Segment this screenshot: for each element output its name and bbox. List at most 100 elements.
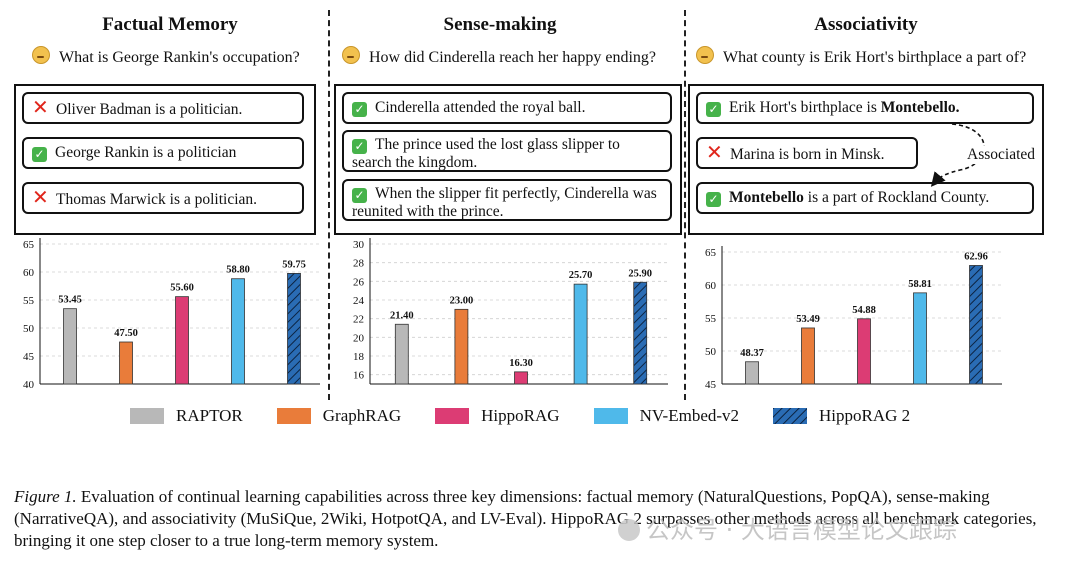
association-arrow [930,123,985,187]
question-text: What county is Erik Hort's birthplace a … [723,49,1027,66]
bar-nv-embed-v2 [231,278,245,385]
y-tick-label: 60 [705,280,717,292]
panel-title: Factual Memory [102,14,238,35]
legend-swatch [593,408,628,424]
legend-item-hipporag: HippoRAG [435,406,560,426]
cross-icon: ✕ [32,95,49,119]
bar-value-label: 62.96 [964,251,988,262]
y-tick-label: 65 [23,239,35,251]
y-tick-label: 28 [353,258,365,270]
legend-item-nv-embed-v2: NV-Embed-v2 [593,406,739,426]
statement-box: ✓ Erik Hort's birthplace is Montebello. ✕… [688,84,1044,235]
statement-1: ✓ Cinderella attended the royal ball. [342,92,672,124]
bar-value-label: 47.50 [114,328,138,339]
statement-1: ✕ Oliver Badman is a politician. [22,92,304,124]
legend-swatch [276,408,311,424]
y-tick-label: 18 [353,351,365,363]
bar-value-label: 25.90 [628,268,652,279]
legend-swatch [130,408,164,424]
y-tick-label: 60 [23,267,35,279]
chart-associativity: 45 50 55 60 65 48.37 53.49 54.88 58.81 62.96 [705,246,1002,391]
statement-2: ✓ George Rankin is a politician [22,137,304,169]
panel-title: Sense-making [443,14,557,35]
wechat-icon [618,519,640,541]
bar-value-label: 16.30 [509,358,533,369]
question: What is George Rankin's occupation? [32,46,300,67]
bar-value-label: 53.49 [796,314,820,325]
y-tick-label: 20 [353,332,365,344]
bar-raptor [63,308,77,385]
statement-box: ✓ Cinderella attended the royal ball. ✓ Th… [334,84,682,235]
bar-value-label: 53.45 [58,295,82,306]
bar-value-label: 59.75 [282,259,306,270]
bar-value-label: 25.70 [569,270,593,281]
y-tick-label: 30 [353,239,365,251]
check-icon: ✓ [706,192,721,207]
y-tick-label: 24 [353,295,365,307]
check-icon: ✓ [352,102,367,117]
associated-label: Associated [967,146,1036,164]
bar-value-label: 48.37 [740,348,764,359]
chart-factual-memory: 40 45 50 55 60 65 53.45 47.50 55.60 58.80 59.75 [23,238,320,391]
check-icon: ✓ [352,139,367,154]
y-tick-label: 55 [23,295,35,307]
legend-item-graphrag: GraphRAG [276,406,401,426]
chart-sense-making: 16 18 20 22 24 26 28 30 21.40 23.00 16.30 25.70 25.9… [353,238,668,385]
statement-2: ✕ Marina is born in Minsk. [696,137,918,169]
bar-hipporag-2 [287,273,301,385]
check-icon: ✓ [706,102,721,117]
check-icon: ✓ [32,147,47,162]
legend-item-raptor: RAPTOR [130,406,243,426]
bar-value-label: 55.60 [170,283,194,294]
bar-graphrag [801,327,815,385]
statement-1: ✓ Erik Hort's birthplace is Montebello. [696,92,1034,124]
y-tick-label: 40 [23,379,35,391]
bar-graphrag [119,341,133,385]
figure-caption: Figure 1. Evaluation of continual learni… [14,486,1069,552]
y-tick-label: 65 [705,247,717,259]
cross-icon: ✕ [706,140,723,164]
bar-hipporag [857,318,871,385]
thinking-face-icon [32,46,50,64]
bar-hipporag-2 [969,265,983,385]
y-tick-label: 16 [353,370,365,382]
panel-factual-memory: Factual Memory What is George Rankin's o… [0,0,340,400]
bar-nv-embed-v2 [913,292,927,385]
watermark: 公众号 · 大语言模型论文跟踪 [618,510,957,545]
y-tick-label: 45 [705,379,717,391]
legend-swatch [773,408,808,424]
legend-swatch [435,408,470,424]
statement-3: ✓ Montebello is a part of Rockland County… [696,182,1034,214]
statement-box: ✕ Oliver Badman is a politician. ✓ George … [14,84,316,235]
question-text: What is George Rankin's occupation? [59,49,300,66]
legend-item-hipporag-2: HippoRAG 2 [773,406,910,426]
statement-2: ✓ The prince used the lost glass slipper … [342,130,672,172]
bar-raptor [745,361,759,385]
question: How did Cinderella reach her happy endin… [342,46,656,67]
divider-left [328,10,330,400]
y-tick-label: 50 [23,323,35,335]
bar-value-label: 58.81 [908,279,932,290]
bar-hipporag [514,371,528,385]
caption-label: Figure 1. [14,487,77,506]
bar-value-label: 54.88 [852,305,876,316]
bar-raptor [394,323,409,385]
check-icon: ✓ [352,188,367,203]
bar-nv-embed-v2 [573,283,588,385]
panel-associativity: Associativity What county is Erik Hort's… [688,0,1080,400]
y-tick-label: 45 [23,351,35,363]
bar-value-label: 21.40 [390,310,414,321]
thinking-face-icon [696,46,714,64]
bar-value-label: 58.80 [226,265,250,276]
y-tick-label: 55 [705,313,717,325]
bar-graphrag [454,308,469,385]
chart-legend: RAPTOR GraphRAG HippoRAG NV-Embed-v2 Hip… [130,404,944,428]
question-text: How did Cinderella reach her happy endin… [369,49,657,66]
panel-sense-making: Sense-making How did Cinderella reach he… [330,0,682,400]
question: What county is Erik Hort's birthplace a … [696,46,1026,67]
y-tick-label: 26 [353,276,365,288]
panel-title: Associativity [814,14,918,35]
statement-3: ✓ When the slipper fit perfectly, Cindere… [342,179,672,221]
bar-value-label: 23.00 [450,295,474,306]
statement-3: ✕ Thomas Marwick is a politician. [22,182,304,214]
